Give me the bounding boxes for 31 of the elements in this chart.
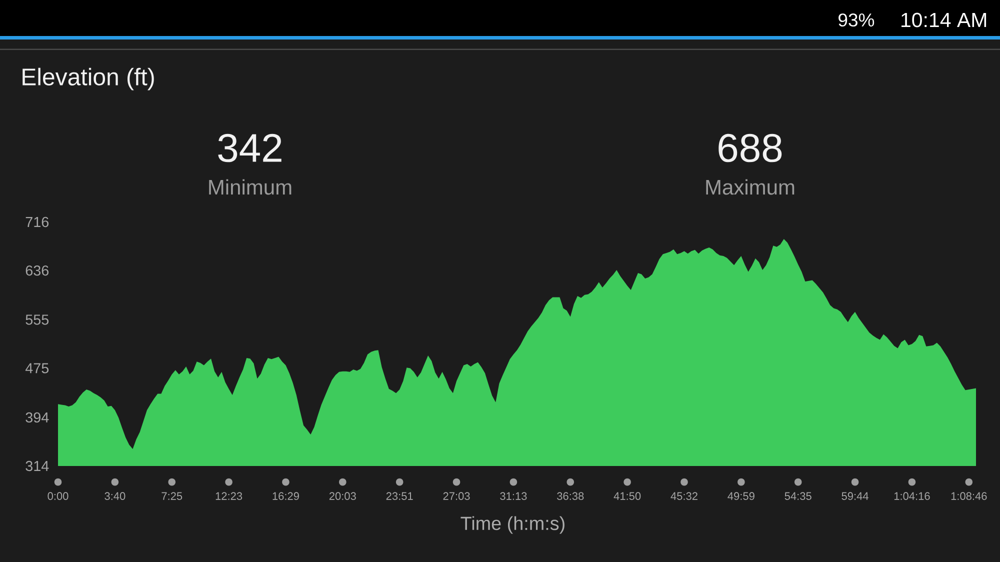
- text: Minimum: [209, 179, 292, 195]
- x-tick-label: 27:03: [443, 492, 470, 500]
- x-tick-label: 45:32: [670, 492, 698, 500]
- y-tick-label: 636: [26, 265, 49, 276]
- x-tick-label: 7:25: [162, 492, 182, 500]
- chart-title: Elevation (ft): [22, 68, 154, 90]
- x-tick-label: 20:03: [329, 492, 356, 500]
- x-tick-label: 31:13: [500, 492, 527, 500]
- text: 10:14 AM: [902, 12, 986, 28]
- x-tick-label: 23:51: [386, 492, 413, 500]
- x-tick-label: 41:50: [614, 492, 641, 500]
- y-tick-label: 475: [25, 363, 49, 374]
- text: Maximum: [706, 179, 794, 195]
- text: 342: [218, 134, 282, 162]
- x-tick-label: 49:59: [728, 492, 754, 500]
- y-tick-label: 716: [26, 216, 49, 228]
- text: 688: [718, 134, 782, 162]
- x-tick-label: 12:23: [216, 492, 242, 500]
- y-tick-label: 394: [26, 412, 49, 423]
- x-tick-label: 16:29: [272, 492, 299, 500]
- x-tick-label: 59:44: [842, 492, 868, 500]
- x-tick-label: 54:35: [784, 492, 812, 500]
- x-tick-label: 1:04:16: [894, 492, 930, 500]
- y-tick-label: 314: [26, 460, 49, 472]
- x-tick-label: 0:00: [48, 492, 68, 500]
- x-tick-label: 3:40: [104, 492, 126, 500]
- y-tick-label: 555: [26, 314, 49, 325]
- x-axis-title: Time (h:m:s): [460, 516, 564, 534]
- x-tick-label: 36:38: [557, 492, 584, 500]
- text: 93%: [838, 13, 874, 27]
- x-tick-label: 1:08:46: [951, 492, 987, 500]
